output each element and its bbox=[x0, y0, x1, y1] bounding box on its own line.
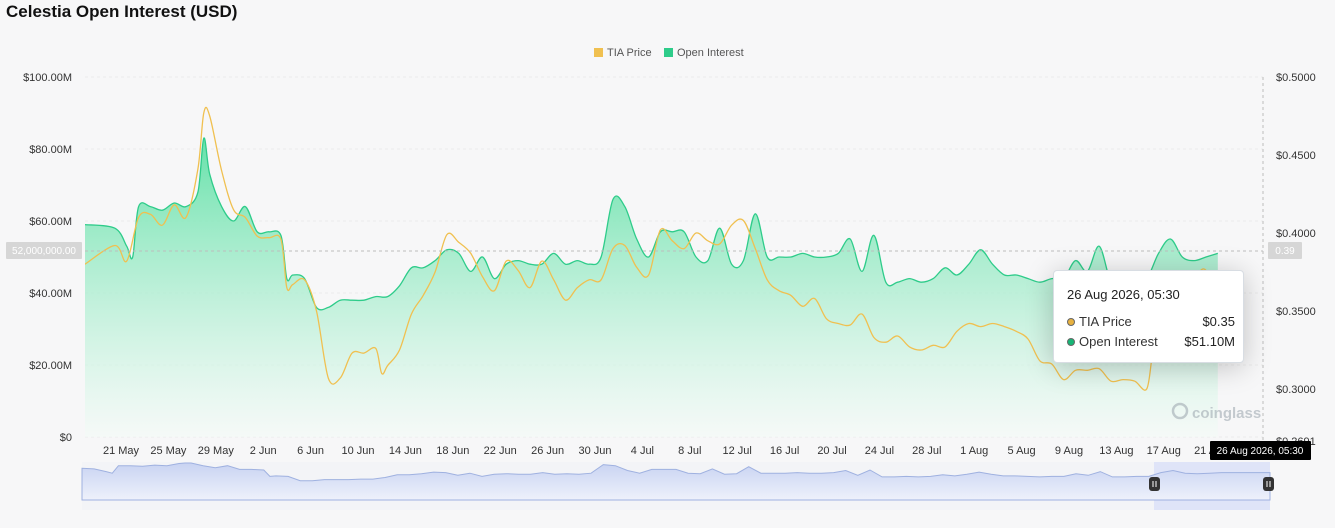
right-axis: $0.2691$0.3000$0.3500$0.4000$0.4500$0.50… bbox=[1276, 72, 1316, 448]
left-axis-tick-label: $60.00M bbox=[29, 216, 72, 228]
tooltip-value-tia-price: $0.35 bbox=[1202, 314, 1235, 329]
legend-label-tia-price[interactable]: TIA Price bbox=[607, 47, 652, 59]
left-axis-tick-label: $100.00M bbox=[23, 72, 72, 84]
navigator-left-handle[interactable] bbox=[1149, 477, 1160, 491]
x-axis-tick-label: 6 Jun bbox=[297, 445, 324, 457]
tooltip-date: 26 Aug 2026, 05:30 bbox=[1067, 287, 1180, 302]
x-axis-tick-label: 1 Aug bbox=[960, 445, 988, 457]
crosshair-right-value: 0.39 bbox=[1275, 246, 1295, 257]
x-axis-tick-label: 24 Jul bbox=[865, 445, 894, 457]
x-axis-tick-label: 18 Jun bbox=[436, 445, 469, 457]
crosshair-left-value: 52,000,000.00 bbox=[12, 246, 76, 257]
tooltip-row-open-interest: Open Interest $51.10M bbox=[1067, 334, 1235, 349]
x-axis-tick-label: 9 Aug bbox=[1055, 445, 1083, 457]
tia-price-line bbox=[85, 106, 1219, 391]
crosshair-right-label: 0.39 bbox=[1268, 242, 1302, 259]
x-axis-tick-label: 8 Jul bbox=[678, 445, 701, 457]
legend-label-open-interest[interactable]: Open Interest bbox=[677, 47, 744, 59]
x-axis-tick-label: 5 Aug bbox=[1008, 445, 1036, 457]
chart-title: Celestia Open Interest (USD) bbox=[6, 2, 238, 21]
open-interest-line bbox=[85, 137, 1218, 311]
right-axis-tick-label: $0.4000 bbox=[1276, 228, 1316, 240]
navigator-right-handle[interactable] bbox=[1263, 477, 1274, 491]
tooltip: 26 Aug 2026, 05:30 TIA Price $0.35 Open … bbox=[1053, 270, 1244, 363]
left-axis: $0 $20.00M $40.00M $60.00M $80.00M $100.00M bbox=[23, 72, 72, 444]
tooltip-value-open-interest: $51.10M bbox=[1184, 334, 1235, 349]
right-axis-tick-label: $0.3500 bbox=[1276, 306, 1316, 318]
legend-swatch-open-interest[interactable] bbox=[664, 48, 673, 57]
left-axis-tick-label: $20.00M bbox=[29, 360, 72, 372]
left-axis-tick-label: $80.00M bbox=[29, 144, 72, 156]
range-navigator[interactable] bbox=[81, 462, 1274, 510]
x-axis-tick-label: 21 May bbox=[103, 445, 140, 457]
tooltip-dot-tia-price bbox=[1067, 318, 1075, 326]
x-axis: 21 May 25 May 29 May 2 Jun 6 Jun 10 Jun 14 Jun… bbox=[103, 445, 1228, 457]
x-axis-tick-label: 14 Jun bbox=[389, 445, 422, 457]
x-axis-tick-label: 30 Jun bbox=[578, 445, 611, 457]
x-axis-tick-label: 12 Jul bbox=[723, 445, 752, 457]
watermark: coinglass bbox=[1171, 402, 1261, 422]
tooltip-label-tia-price: TIA Price bbox=[1079, 314, 1132, 329]
left-axis-tick-label: $0 bbox=[60, 432, 72, 444]
x-axis-tick-label: 29 May bbox=[198, 445, 235, 457]
left-axis-tick-label: $40.00M bbox=[29, 288, 72, 300]
right-axis-tick-label: $0.3000 bbox=[1276, 384, 1316, 396]
crosshair-left-label: 52,000,000.00 bbox=[6, 242, 82, 259]
x-axis-tick-label: 25 May bbox=[150, 445, 187, 457]
x-axis-tick-label: 4 Jul bbox=[631, 445, 654, 457]
x-axis-tick-label: 26 Jun bbox=[531, 445, 564, 457]
tooltip-label-open-interest: Open Interest bbox=[1079, 334, 1158, 349]
open-interest-area bbox=[85, 137, 1218, 437]
x-axis-tick-label: 28 Jul bbox=[912, 445, 941, 457]
x-axis-tick-label: 10 Jun bbox=[341, 445, 374, 457]
tooltip-row-tia-price: TIA Price $0.35 bbox=[1067, 314, 1235, 329]
crosshair-date-value: 26 Aug 2026, 05:30 bbox=[1217, 446, 1304, 457]
legend-swatch-tia-price[interactable] bbox=[594, 48, 603, 57]
right-axis-tick-label: $0.4500 bbox=[1276, 150, 1316, 162]
x-axis-tick-label: 20 Jul bbox=[817, 445, 846, 457]
x-axis-tick-label: 22 Jun bbox=[484, 445, 517, 457]
watermark-text: coinglass bbox=[1192, 405, 1261, 422]
legend: TIA Price Open Interest bbox=[594, 47, 744, 59]
tooltip-dot-open-interest bbox=[1067, 338, 1075, 346]
x-axis-tick-label: 17 Aug bbox=[1147, 445, 1181, 457]
right-axis-tick-label: $0.5000 bbox=[1276, 72, 1316, 84]
x-axis-tick-label: 13 Aug bbox=[1099, 445, 1133, 457]
x-axis-tick-label: 2 Jun bbox=[250, 445, 277, 457]
navigator-area bbox=[81, 462, 1271, 501]
crosshair-date-label: 26 Aug 2026, 05:30 bbox=[1210, 441, 1311, 460]
x-axis-tick-label: 16 Jul bbox=[770, 445, 799, 457]
